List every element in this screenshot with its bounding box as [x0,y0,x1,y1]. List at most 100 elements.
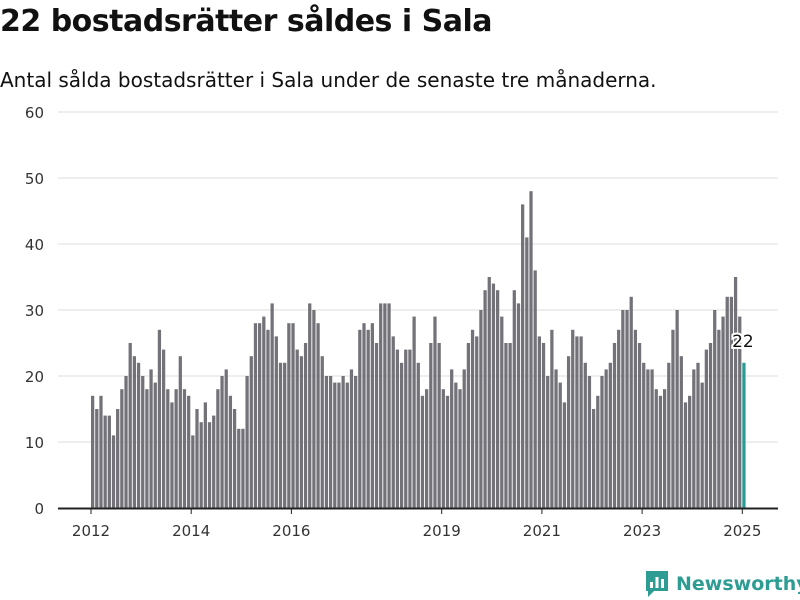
bar [253,323,258,508]
bar [671,329,675,508]
bar [187,395,191,508]
bar [425,389,429,508]
bar [274,336,278,508]
bar [579,336,583,508]
bar [203,402,207,508]
bar [479,310,483,508]
bar [529,191,533,508]
bar [391,336,395,508]
bar [491,283,496,508]
bar [141,376,145,508]
bar [91,395,95,508]
bar [399,362,404,508]
bar [420,395,425,508]
bar [679,356,683,508]
bar [258,323,262,508]
x-tick-label: 2023 [623,522,661,540]
bar [191,435,195,508]
bar [617,329,621,508]
bar [303,343,308,508]
bar [349,369,354,508]
bar [237,428,241,508]
x-tick-label: 2019 [423,522,461,540]
bar [612,343,617,508]
bar [370,323,374,508]
bar [608,362,612,508]
bar [596,395,600,508]
annotations: 22 [730,330,756,354]
bar [450,369,454,508]
bar [683,402,688,508]
bar [216,389,220,508]
bar [675,310,679,508]
bar [178,356,182,508]
y-axis-labels: 0 10 20 30 40 50 60 [25,104,44,518]
bar [504,343,508,508]
bar [521,204,525,508]
bar [604,369,608,508]
bar [650,369,654,508]
bar [312,310,316,508]
bar [404,349,408,508]
bar [387,303,391,508]
bar [571,329,575,508]
bar [220,376,224,508]
bar [412,316,416,508]
bar [245,376,249,508]
bar [654,389,658,508]
bar [366,329,370,508]
y-tick-label: 30 [25,302,44,320]
bar [508,343,512,508]
bar [149,369,153,508]
bar [324,376,329,508]
bar [249,356,253,508]
bar [136,362,141,508]
y-tick-label: 10 [25,434,44,452]
bar [270,303,274,508]
bar [454,382,458,508]
bars [91,191,746,508]
bar [354,376,358,508]
bar [429,343,433,508]
bar [228,395,233,508]
bar [708,343,713,508]
bar [704,349,708,508]
bar [199,422,203,508]
bar [299,356,304,508]
bar [500,316,504,508]
bar [262,316,266,508]
bar [224,369,228,508]
bar [700,382,704,508]
bar [95,409,99,508]
bar [374,343,379,508]
bar [487,277,491,508]
bar [124,376,128,508]
bar [337,382,341,508]
bar [738,316,742,508]
bar [646,369,650,508]
bar [99,395,103,508]
bar [458,389,462,508]
bar [433,316,437,508]
bar [566,356,571,508]
bar-highlight [742,362,746,508]
bar [637,343,642,508]
bar [107,415,111,508]
last-value-label: 22 [732,332,754,352]
chart-subtitle: Antal sålda bostadsrätter i Sala under d… [0,68,657,92]
bar [475,336,479,508]
bar [696,362,700,508]
bar [445,395,450,508]
bar [512,290,516,508]
bar [266,329,270,508]
bar [733,277,738,508]
bar [533,270,537,508]
bar [713,310,717,508]
bar [525,237,529,508]
bar [729,296,734,508]
bar [157,329,162,508]
bar [278,362,283,508]
bar [583,362,587,508]
bar [416,362,420,508]
